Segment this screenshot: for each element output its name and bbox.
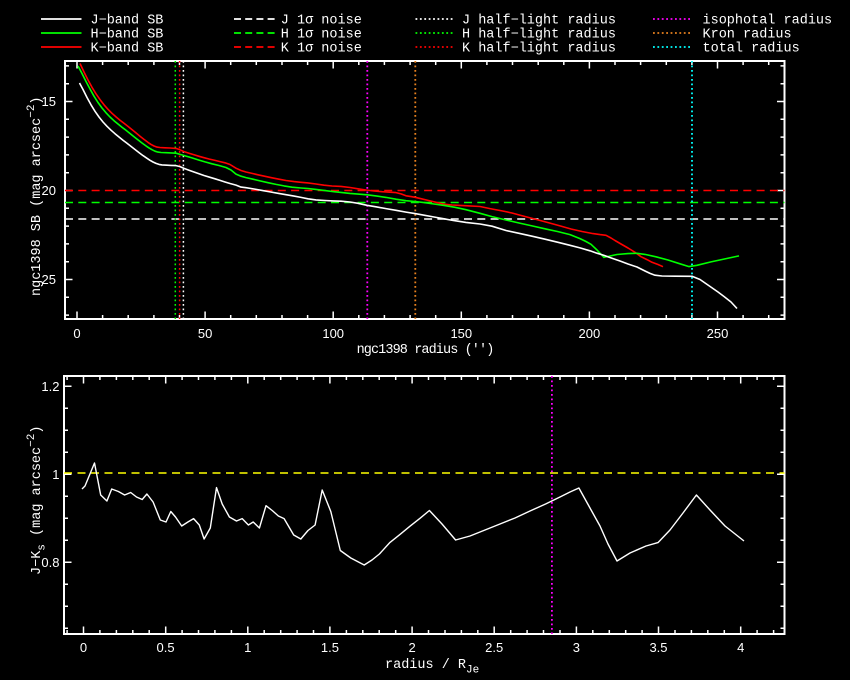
svg-text:20: 20 bbox=[42, 183, 56, 198]
svg-text:J−Ks (mag arcsec−2): J−Ks (mag arcsec−2) bbox=[26, 426, 49, 575]
svg-text:15: 15 bbox=[42, 94, 56, 109]
svg-text:1: 1 bbox=[52, 467, 59, 482]
svg-text:total radius: total radius bbox=[703, 42, 800, 57]
svg-text:K−band SB: K−band SB bbox=[91, 42, 164, 57]
svg-text:2: 2 bbox=[408, 640, 415, 655]
svg-text:3: 3 bbox=[573, 640, 580, 655]
svg-text:100: 100 bbox=[322, 326, 344, 341]
svg-text:J 1σ noise: J 1σ noise bbox=[281, 14, 362, 29]
svg-text:J−band SB: J−band SB bbox=[91, 14, 164, 29]
svg-text:J half−light radius: J half−light radius bbox=[462, 14, 616, 29]
svg-text:2.5: 2.5 bbox=[485, 640, 503, 655]
svg-text:ngc1398 radius (''): ngc1398 radius ('') bbox=[357, 343, 494, 358]
svg-text:radius / RJe: radius / RJe bbox=[385, 658, 479, 677]
svg-text:1: 1 bbox=[244, 640, 251, 655]
svg-text:H 1σ noise: H 1σ noise bbox=[281, 28, 362, 43]
svg-text:1.5: 1.5 bbox=[321, 640, 339, 655]
svg-text:50: 50 bbox=[198, 326, 212, 341]
svg-text:25: 25 bbox=[42, 272, 56, 287]
svg-text:H−band SB: H−band SB bbox=[91, 28, 164, 43]
svg-text:3.5: 3.5 bbox=[649, 640, 667, 655]
svg-text:0.8: 0.8 bbox=[41, 555, 59, 570]
svg-text:0: 0 bbox=[80, 640, 87, 655]
svg-text:1.2: 1.2 bbox=[41, 379, 59, 394]
svg-text:150: 150 bbox=[450, 326, 472, 341]
svg-text:K 1σ noise: K 1σ noise bbox=[281, 42, 362, 57]
svg-text:200: 200 bbox=[579, 326, 601, 341]
svg-text:4: 4 bbox=[737, 640, 744, 655]
svg-text:250: 250 bbox=[707, 326, 729, 341]
svg-text:ngc1398 SB (mag arcsec−2): ngc1398 SB (mag arcsec−2) bbox=[26, 96, 45, 296]
svg-text:Kron radius: Kron radius bbox=[703, 28, 792, 43]
svg-text:0: 0 bbox=[73, 326, 80, 341]
svg-text:0.5: 0.5 bbox=[157, 640, 175, 655]
svg-text:K half−light radius: K half−light radius bbox=[462, 42, 616, 57]
svg-text:H half−light radius: H half−light radius bbox=[462, 28, 616, 43]
svg-text:isophotal radius: isophotal radius bbox=[703, 14, 833, 29]
